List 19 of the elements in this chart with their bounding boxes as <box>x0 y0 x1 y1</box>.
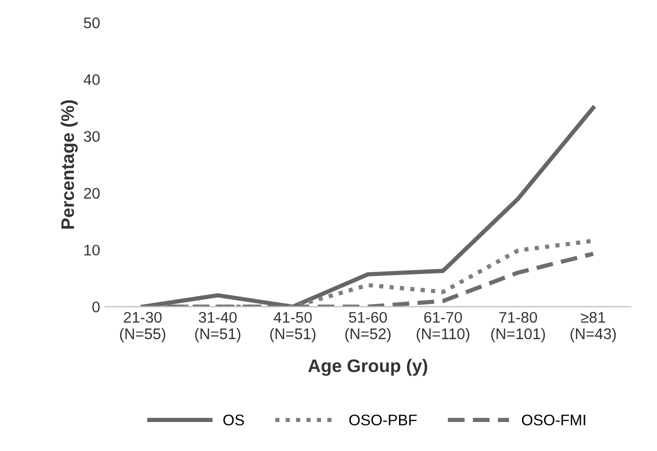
x-tick-label: 71-80 (N=101) <box>491 312 545 342</box>
legend-label: OSO-PBF <box>349 414 417 426</box>
line-series <box>140 106 596 307</box>
x-tick-label: ≥81 (N=43) <box>570 312 616 342</box>
legend-label: OS <box>223 414 244 426</box>
y-tick-label: 10 <box>84 244 100 256</box>
legend-label: OSO-FMI <box>522 414 586 426</box>
y-tick-label: 0 <box>92 302 100 312</box>
y-tick-label: 20 <box>84 188 100 199</box>
y-tick-label: 30 <box>84 131 100 142</box>
x-tick-label: 31-40 (N=51) <box>195 312 240 342</box>
y-axis-title: Percentage (%) <box>60 100 78 229</box>
x-tick-label: 51-60 (N=52) <box>345 312 391 342</box>
x-axis-title: Age Group (y) <box>308 358 428 376</box>
x-tick-label: 41-50 (N=51) <box>270 312 316 342</box>
x-tick-label: 21-30 (N=55) <box>120 312 166 342</box>
y-tick-label: 40 <box>84 74 100 86</box>
x-tick-label: 61-70 (N=110) <box>416 312 470 342</box>
y-tick-label: 50 <box>84 17 100 28</box>
